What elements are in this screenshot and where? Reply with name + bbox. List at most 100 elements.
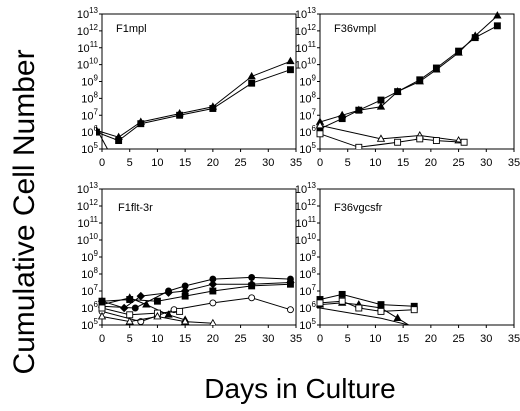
chart-panel: F36vgcsfr1051061071081091010101110121013… [295, 181, 520, 345]
data-point [248, 273, 256, 281]
x-tick-label: 15 [179, 333, 191, 345]
series-line [96, 128, 108, 149]
y-tick-label: 1013 [295, 181, 317, 196]
x-tick-label: 5 [127, 157, 133, 169]
data-point [97, 311, 107, 320]
data-point [338, 115, 346, 123]
data-point [164, 288, 173, 297]
chart-panel: F1flt-3r10510610710810910101011101210130… [77, 181, 302, 345]
data-point [248, 282, 256, 290]
x-tick-label: 10 [151, 157, 163, 169]
y-axis-label: Cumulative Cell Number [8, 49, 41, 374]
y-tick-label: 1012 [77, 198, 99, 213]
y-tick-label: 109 [81, 74, 98, 89]
data-point [455, 47, 463, 55]
x-tick-label: 0 [317, 333, 323, 345]
data-point [209, 287, 217, 295]
y-tick-label: 1013 [295, 6, 317, 21]
x-tick-label: 10 [151, 333, 163, 345]
x-tick-label: 20 [425, 157, 437, 169]
panel-title: F1flt-3r [118, 202, 153, 214]
data-point [316, 130, 324, 138]
panel-title: F36vgcsfr [334, 202, 383, 214]
x-tick-label: 15 [397, 333, 409, 345]
y-tick-label: 108 [299, 266, 316, 281]
data-point [416, 328, 423, 334]
data-point [136, 291, 146, 301]
data-point [394, 138, 402, 146]
x-tick-label: 25 [452, 157, 464, 169]
series-line [96, 69, 291, 142]
x-tick-label: 25 [452, 333, 464, 345]
x-tick-label: 5 [345, 333, 351, 345]
y-tick-label: 1013 [77, 6, 99, 21]
data-point [153, 297, 161, 305]
data-point [164, 310, 173, 318]
data-point [315, 120, 325, 129]
data-point [377, 307, 385, 315]
x-tick-label: 5 [345, 157, 351, 169]
x-tick-label: 20 [207, 157, 219, 169]
data-point [142, 300, 151, 308]
data-point [355, 106, 363, 114]
y-tick-label: 106 [81, 300, 98, 315]
data-point [115, 137, 123, 145]
data-point [208, 279, 218, 289]
x-tick-label: 10 [369, 333, 381, 345]
y-tick-label: 1010 [295, 57, 317, 72]
data-point [181, 292, 189, 300]
data-point [209, 105, 217, 112]
data-point [493, 22, 501, 30]
y-tick-label: 1012 [77, 23, 99, 38]
x-tick-label: 15 [179, 157, 191, 169]
x-tick-label: 30 [480, 157, 492, 169]
data-point [377, 96, 385, 104]
y-tick-label: 109 [299, 249, 316, 264]
y-tick-label: 109 [81, 249, 98, 264]
x-tick-label: 35 [290, 157, 302, 169]
x-tick-label: 30 [480, 333, 492, 345]
data-point [286, 56, 295, 65]
x-tick-label: 25 [234, 157, 246, 169]
series-line [319, 133, 465, 148]
x-tick-label: 35 [508, 333, 520, 345]
series-line [319, 307, 411, 325]
data-point [209, 318, 217, 325]
x-tick-label: 30 [262, 157, 274, 169]
y-tick-label: 1010 [77, 57, 99, 72]
x-tick-label: 5 [127, 333, 133, 345]
data-point [376, 102, 386, 110]
data-point [248, 294, 256, 302]
data-point [416, 135, 424, 143]
x-axis-label: Days in Culture [204, 373, 395, 404]
data-point [287, 306, 294, 314]
x-tick-label: 0 [317, 157, 323, 169]
data-point [176, 307, 184, 315]
series-line [101, 307, 180, 316]
y-tick-label: 107 [81, 107, 98, 122]
x-tick-label: 0 [99, 157, 105, 169]
x-tick-label: 35 [290, 333, 302, 345]
data-point [460, 138, 468, 146]
y-tick-label: 1011 [295, 215, 316, 230]
data-point [131, 304, 139, 312]
y-tick-label: 107 [81, 283, 98, 298]
data-point [394, 88, 402, 96]
x-tick-label: 25 [234, 333, 246, 345]
y-tick-label: 108 [299, 90, 316, 105]
y-tick-label: 107 [299, 283, 316, 298]
y-tick-label: 106 [299, 124, 316, 139]
data-point [209, 299, 217, 307]
data-point [153, 311, 162, 320]
data-point [125, 317, 134, 325]
data-point [432, 137, 440, 145]
series-line [319, 25, 498, 130]
series-line [319, 302, 410, 325]
y-tick-label: 105 [81, 141, 98, 156]
y-tick-label: 107 [299, 107, 316, 122]
y-tick-label: 106 [299, 300, 316, 315]
data-point [316, 299, 324, 307]
y-tick-label: 1012 [295, 198, 317, 213]
x-tick-label: 0 [99, 333, 105, 345]
